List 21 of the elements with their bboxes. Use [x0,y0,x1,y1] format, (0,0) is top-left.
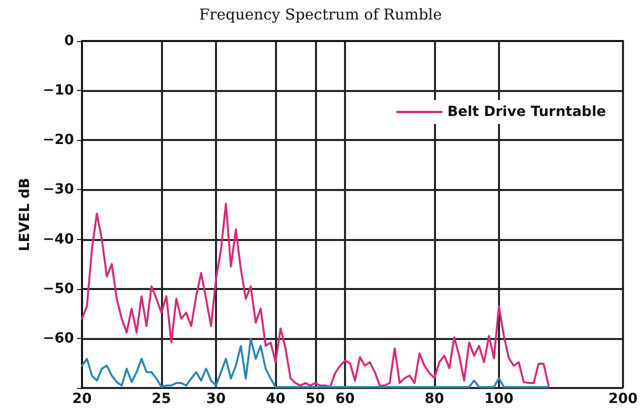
x-tick-label: 30 [206,391,226,407]
y-tick-label: −50 [42,280,74,297]
x-tick-label: 40 [266,391,286,407]
legend-label: Belt Drive Turntable [447,104,606,120]
y-tick-label: −40 [42,231,74,248]
y-tick-label: −30 [42,182,74,198]
x-tick-label: 25 [152,391,172,407]
y-axis-title: LEVEL dB [16,178,33,252]
x-tick-label: 20 [72,391,92,407]
x-tick-label: 200 [608,391,638,407]
x-tick-label: 80 [424,391,444,407]
y-tick-label: 0 [64,33,74,49]
y-tick-label: −60 [42,330,74,346]
line-series [81,338,550,388]
y-tick-label: −20 [42,132,74,148]
x-tick-label: 100 [484,391,514,407]
x-tick-label: 60 [335,391,356,407]
chart-title: Frequency Spectrum of Rumble [199,6,442,24]
line-series [81,202,550,388]
y-tick-label: −10 [42,82,74,99]
x-tick-label: 50 [306,391,326,407]
